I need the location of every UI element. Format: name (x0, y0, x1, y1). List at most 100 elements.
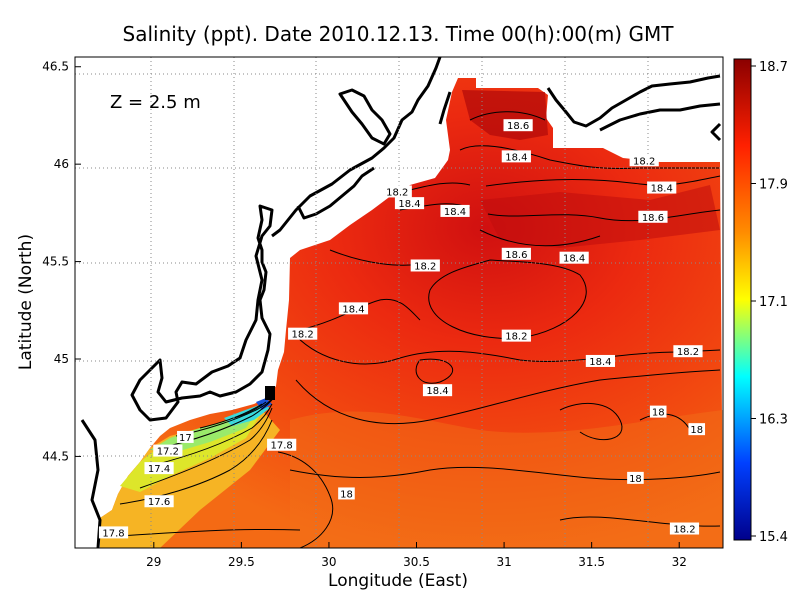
contour-label-text: 18.4 (505, 152, 527, 163)
contour-label-box (422, 384, 453, 397)
contour-label-text: 17 (179, 433, 192, 444)
y-tick-label: 45 (54, 352, 69, 366)
x-axis-ticks: 29 29.5 30 30.5 31 31.5 32 (146, 542, 687, 569)
contour-label-box (649, 405, 667, 418)
contour-label-box (394, 197, 425, 210)
contour-label: 18.4 (559, 251, 589, 265)
depth-label: Z = 2.5 m (110, 92, 201, 113)
contour-label-box (647, 181, 677, 194)
contour-label-box (503, 119, 533, 132)
contour-label-text: 18.2 (633, 156, 655, 167)
contour-label-text: 18.4 (426, 386, 448, 397)
contour-label-box (338, 302, 369, 315)
contour-label-text: 18 (340, 489, 353, 500)
contour-label: 18.4 (422, 384, 453, 397)
contour-label: 18.2 (629, 154, 659, 167)
contour-label: 18.2 (673, 345, 703, 358)
y-axis-label: Latitude (North) (16, 234, 36, 370)
contour-label-text: 18.6 (507, 121, 529, 132)
y-axis-ticks: 44.5 45 45.5 46 46.5 (42, 60, 81, 463)
contour-label: 18 (649, 405, 667, 419)
plot-frame (74, 56, 724, 549)
contour-label: 18.6 (638, 210, 668, 224)
y-tick-label: 46.5 (42, 60, 69, 74)
contour-label: 18.4 (501, 150, 531, 163)
contour-label: 18.6 (501, 247, 531, 261)
contour-label-text: 18.4 (398, 199, 420, 210)
contour-label-box (144, 462, 174, 475)
contour-label: 17.4 (144, 462, 174, 475)
x-tick-label: 29.5 (228, 555, 255, 569)
contour-label-text: 18.2 (386, 187, 408, 198)
colorbar-tick-label: 17.9 (759, 178, 788, 193)
y-tick-label: 46 (54, 157, 69, 171)
contour-label: 18.4 (338, 302, 369, 315)
contour-label-text: 18.2 (292, 330, 314, 341)
contour-label-text: 18.4 (444, 207, 466, 218)
contour-label: 18.2 (410, 259, 440, 272)
contour-label-text: 17.8 (102, 528, 124, 539)
colorbar-ticks: 18.7 17.9 17.1 16.3 15.4 (751, 60, 788, 545)
contour-label-text: 17.2 (157, 447, 179, 458)
contour-label-box (440, 204, 470, 217)
contour-label: 18.4 (585, 354, 616, 368)
contour-label-box (267, 438, 297, 451)
contour-label: 18.2 (669, 522, 700, 536)
contour-label: 17.6 (144, 495, 174, 508)
contour-label: 18.2 (288, 327, 318, 341)
contour-label-text: 18.2 (673, 525, 695, 536)
contour-label: 17.8 (267, 438, 297, 452)
contour-label: 17 (177, 430, 194, 444)
contour-label-box (688, 423, 706, 436)
contour-label-box (338, 487, 355, 500)
colorbar (733, 58, 752, 541)
contour-label-text: 17.6 (148, 497, 170, 508)
x-tick-label: 31.5 (578, 555, 605, 569)
y-tick-label: 44.5 (42, 449, 69, 463)
contour-label-box (177, 430, 194, 443)
contour-label-text: 18 (690, 425, 703, 436)
colorbar-tick-label: 18.7 (759, 60, 788, 75)
contour-label: 18.4 (647, 181, 677, 195)
contour-label: 18 (338, 487, 355, 500)
contour-label-text: 18.4 (589, 357, 611, 368)
contour-label-text: 18.2 (414, 261, 436, 272)
contour-label-text: 17.8 (271, 441, 293, 452)
contour-label: 18.2 (501, 329, 531, 343)
contour-label-text: 18.2 (677, 347, 699, 358)
plot-area: 18.618.4 18.218.418.618.218.418.418.6 18.4… (75, 57, 723, 548)
contour-label: 18 (627, 471, 644, 485)
x-tick-label: 32 (672, 555, 687, 569)
contour-label-text: 18.2 (505, 332, 527, 343)
contour-label-text: 17.4 (148, 464, 170, 475)
contour-label: 18.2 (382, 185, 412, 198)
x-tick-label: 30 (321, 555, 336, 569)
colorbar-tick-label: 17.1 (759, 295, 788, 310)
contour-label: 17.2 (153, 444, 183, 458)
contour-label-box (559, 251, 589, 264)
contour-labels: 18.618.4 18.218.418.618.218.418.418.6 18.4… (98, 119, 706, 539)
contour-label-box (585, 354, 616, 367)
x-tick-label: 31 (496, 555, 511, 569)
contour-label-box (629, 154, 659, 167)
contour-label: 18.4 (394, 197, 425, 210)
contour-label: 17.8 (98, 526, 129, 539)
contour-label: 18 (688, 423, 706, 436)
contour-label-box (501, 329, 531, 342)
contour-label-box (501, 150, 531, 163)
contour-label-box (410, 259, 440, 272)
contour-label-text: 18.6 (642, 213, 664, 224)
contour-label-box (638, 210, 668, 223)
contour-label-box (382, 185, 412, 198)
colorbar-tick-label: 15.4 (759, 530, 788, 545)
x-tick-label: 30.5 (403, 555, 430, 569)
contour-label-text: 18.4 (651, 184, 673, 195)
contour-label-box (501, 247, 531, 260)
contour-label-box (144, 495, 174, 508)
chart-title: Salinity (ppt). Date 2010.12.13. Time 00… (123, 22, 675, 46)
low-salinity-plume (100, 410, 280, 548)
contour-label-text: 18 (629, 474, 642, 485)
coastline (80, 57, 722, 548)
contour-label: 18.6 (503, 119, 533, 132)
